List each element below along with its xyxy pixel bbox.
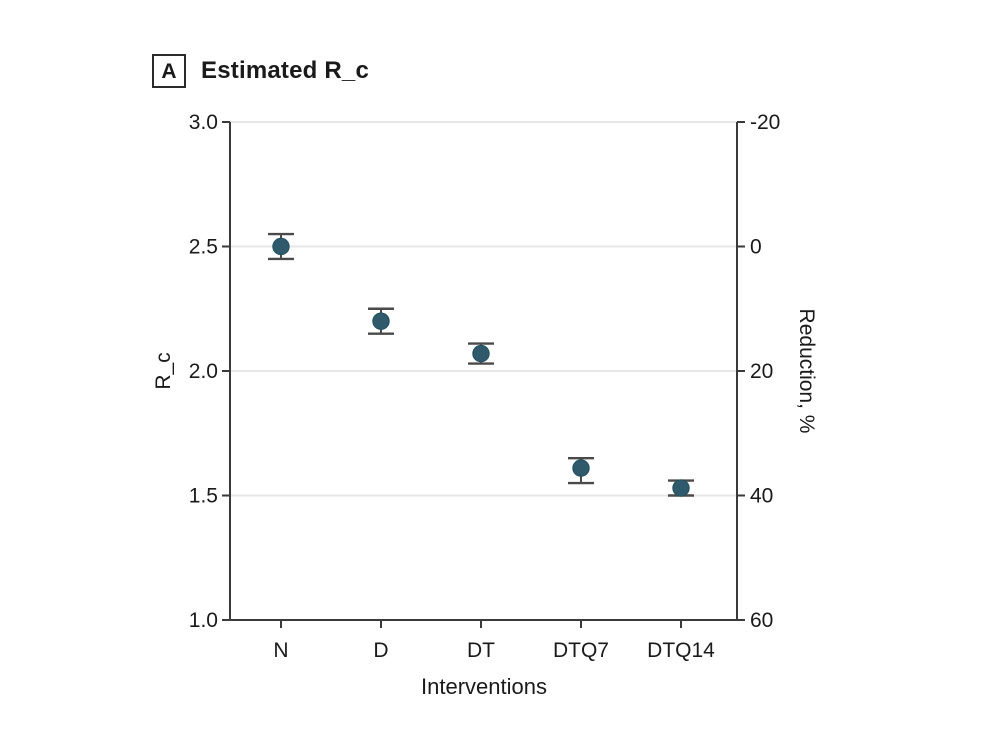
x-tick-label: D — [373, 639, 388, 662]
y-axis-label-right: Reduction, % — [795, 308, 818, 434]
data-point — [272, 237, 290, 256]
x-tick-label: DTQ14 — [647, 639, 715, 662]
y-tick-label-right: 40 — [750, 485, 773, 508]
y-tick-label-right: 20 — [750, 360, 773, 383]
y-tick-label-left: 2.5 — [189, 236, 218, 259]
y-tick-label-right: -20 — [750, 111, 780, 134]
data-point — [672, 479, 690, 497]
panel-header: A Estimated R_c — [152, 54, 369, 88]
data-point — [372, 312, 390, 330]
x-tick-label: DTQ7 — [553, 639, 609, 662]
y-tick-label-left: 3.0 — [189, 111, 218, 134]
y-tick-label-left: 1.5 — [189, 485, 218, 508]
x-tick-label: N — [273, 639, 288, 662]
y-tick-label-right: 0 — [750, 236, 762, 259]
y-tick-label-left: 1.0 — [189, 609, 218, 632]
panel-label: A — [161, 59, 177, 83]
x-axis-label: Interventions — [421, 674, 547, 699]
data-point — [572, 459, 590, 477]
y-tick-label-right: 60 — [750, 609, 773, 632]
panel-label-box: A — [152, 54, 186, 88]
y-tick-label-left: 2.0 — [189, 360, 218, 383]
panel-title: Estimated R_c — [201, 57, 369, 84]
x-tick-label: DT — [467, 639, 495, 662]
data-point — [472, 344, 490, 363]
y-axis-label-left: R_c — [152, 352, 175, 390]
